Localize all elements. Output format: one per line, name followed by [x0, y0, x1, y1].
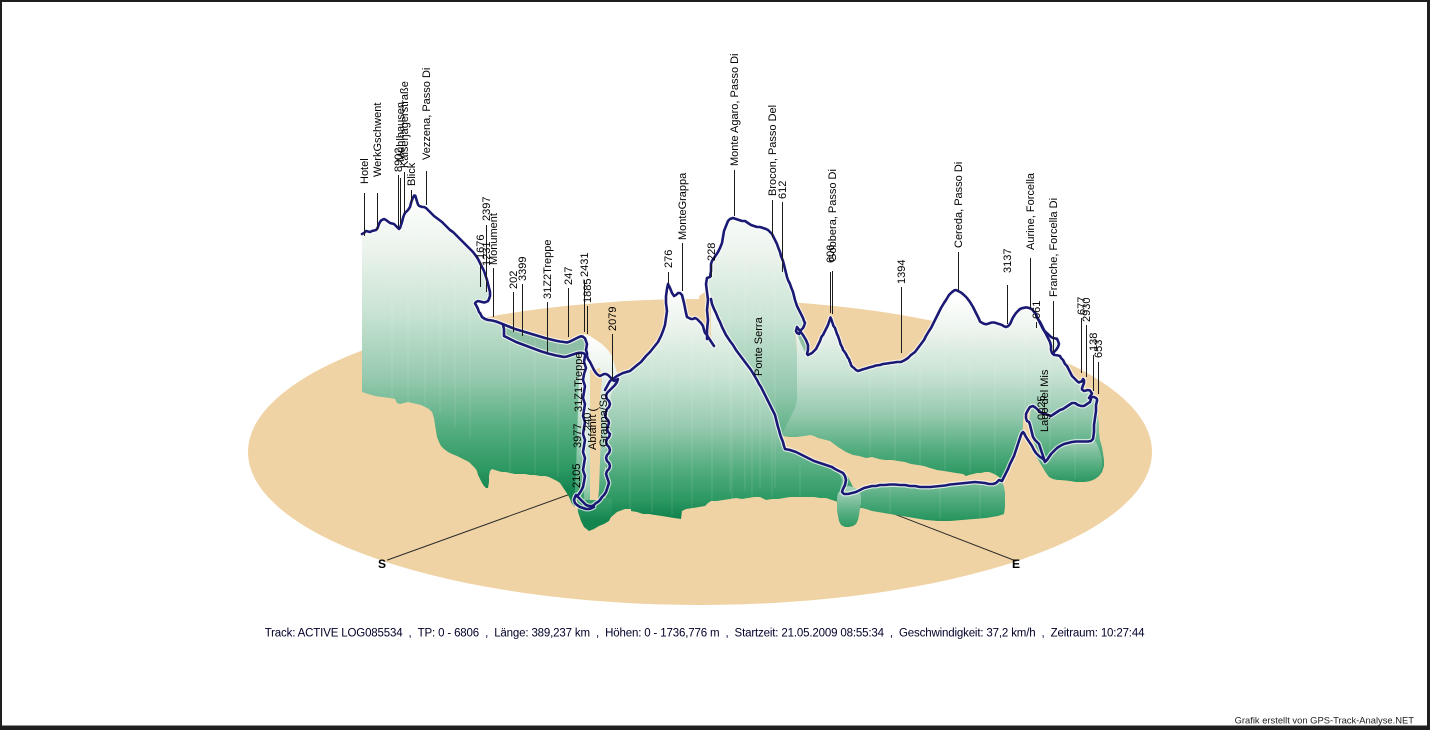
svg-text:Abfahrt (: Abfahrt ( [587, 407, 599, 450]
svg-text:Grafik erstellt von GPS-Track-: Grafik erstellt von GPS-Track-Analyse.NE… [1235, 715, 1415, 726]
svg-text:2431: 2431 [579, 253, 591, 277]
svg-text:1885: 1885 [582, 279, 594, 303]
svg-text:Monument: Monument [488, 213, 500, 265]
svg-text:Cereda, Passo Di: Cereda, Passo Di [953, 162, 965, 248]
svg-text:Aurine, Forcella: Aurine, Forcella [1025, 172, 1037, 250]
svg-text:661: 661 [1031, 301, 1043, 319]
svg-text:1394: 1394 [896, 260, 908, 284]
svg-text:606: 606 [825, 245, 837, 263]
svg-text:138: 138 [1088, 333, 1100, 351]
svg-text:Gobbera, Passo Di: Gobbera, Passo Di [827, 169, 839, 262]
svg-text:3137: 3137 [1002, 249, 1014, 273]
svg-text:2105: 2105 [571, 464, 583, 488]
svg-text:Monte Agaro, Passo Di: Monte Agaro, Passo Di [729, 53, 741, 166]
svg-text:Track: ACTIVE LOG085534 , TP: Track: ACTIVE LOG085534 , TP: 0 - 6806 ,… [265, 628, 1145, 640]
svg-text:31Z2Treppe: 31Z2Treppe [542, 239, 554, 299]
svg-text:Brocon, Passo Del: Brocon, Passo Del [767, 105, 779, 196]
svg-text:1231: 1231 [481, 242, 493, 266]
svg-text:WerkGschwent: WerkGschwent [372, 103, 384, 177]
svg-text:247: 247 [563, 267, 575, 285]
svg-text:Franche, Forcella Di: Franche, Forcella Di [1048, 198, 1060, 297]
svg-text:3399: 3399 [517, 257, 529, 281]
svg-text:8902: 8902 [393, 148, 405, 172]
svg-text:0025: 0025 [1036, 396, 1048, 420]
svg-text:612: 612 [777, 181, 789, 199]
svg-text:MonteGrappa: MonteGrappa [677, 172, 689, 240]
svg-text:1676: 1676 [475, 235, 487, 259]
svg-text:Hotel: Hotel [359, 158, 371, 184]
svg-text:228: 228 [706, 243, 718, 261]
svg-text:Vezzena, Passo Di: Vezzena, Passo Di [421, 68, 433, 160]
svg-text:2397: 2397 [481, 197, 493, 221]
svg-text:Kaiserjägerstraße: Kaiserjägerstraße [399, 81, 411, 168]
svg-text:276: 276 [663, 250, 675, 268]
svg-text:Grappa/So: Grappa/So [598, 394, 610, 447]
svg-text:E: E [1012, 557, 1020, 571]
svg-text:Ponte Serra: Ponte Serra [753, 316, 765, 376]
svg-text:240: 240 [582, 413, 594, 431]
svg-text:653: 653 [1093, 340, 1105, 358]
svg-text:Blick: Blick [406, 162, 418, 186]
svg-text:202: 202 [508, 271, 520, 289]
svg-text:3977: 3977 [572, 424, 584, 448]
svg-text:31Z1Treppe: 31Z1Treppe [573, 352, 585, 412]
svg-text:Mühlhausen: Mühlhausen [395, 102, 407, 162]
svg-text:2079: 2079 [607, 307, 619, 331]
svg-text:S: S [378, 557, 386, 571]
svg-text:2930: 2930 [1081, 298, 1093, 322]
svg-text:677: 677 [1076, 297, 1088, 315]
svg-text:Lago del Mis: Lago del Mis [1039, 369, 1051, 432]
